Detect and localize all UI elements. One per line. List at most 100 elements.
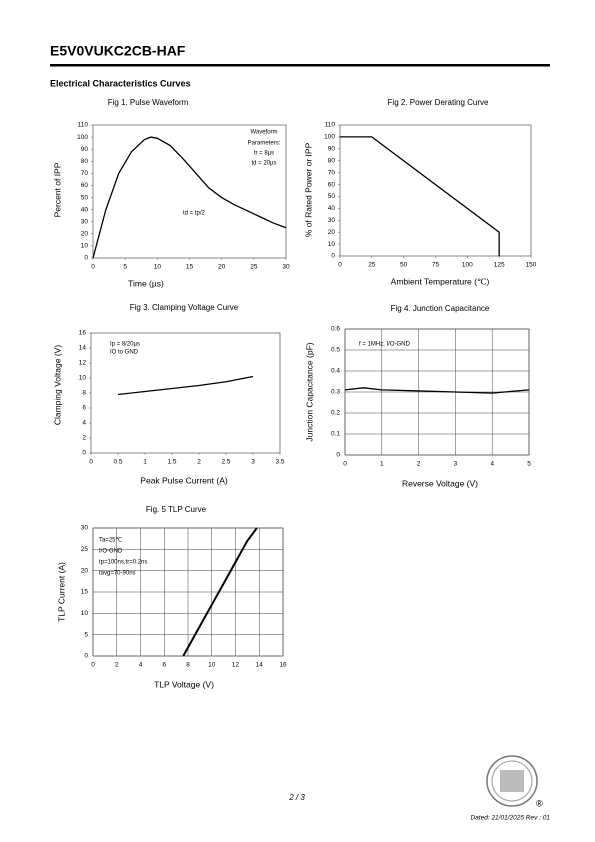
y-tick-label: 50 [328,193,336,200]
y-tick-label: 70 [81,170,89,177]
y-axis-label: % of Rated Power or IPP [303,142,313,237]
annotation: I/O-GND [99,549,123,555]
y-axis-label: Clamping Voltage (V) [52,345,62,425]
y-tick-label: 6 [82,405,86,412]
x-tick-label: 10 [208,662,216,669]
y-tick-label: 0 [84,653,88,660]
data-line [117,375,254,396]
annotation: tr = 8µs [254,151,274,157]
chart-title: Fig 3. Clamping Voltage Curve [130,303,239,312]
y-tick-label: 30 [81,525,89,532]
x-tick-label: 4 [139,662,143,669]
y-tick-label: 10 [328,241,336,248]
annotation: Ta=25℃ [99,538,123,544]
x-tick-label: 5 [123,264,127,271]
y-tick-label: 4 [82,420,86,427]
annotation: Waveform [250,130,277,136]
y-tick-label: 60 [81,182,89,189]
x-tick-label: 0 [91,264,95,271]
x-tick-label: 3 [454,461,458,468]
logo [486,755,538,807]
x-tick-label: 3 [251,459,255,466]
annotation: tp=100ns,tr=0.2ns [99,560,147,566]
x-axis-label: Ambient Temperature (℃) [391,276,490,286]
y-tick-label: 110 [78,122,89,129]
y-tick-label: 15 [81,589,89,596]
x-tick-label: 2 [417,461,421,468]
y-tick-label: 0.5 [331,347,340,354]
y-tick-label: 8 [82,390,86,397]
x-tick-label: 5 [527,461,531,468]
data-line [92,136,287,259]
annotation: td = 20µs [252,161,277,167]
x-tick-label: 16 [279,662,287,669]
x-tick-label: 25 [368,262,376,269]
y-tick-label: 60 [328,181,336,188]
x-axis-label: TLP Voltage (V) [154,679,214,689]
x-tick-label: 0.5 [113,459,122,466]
y-tick-label: 0 [336,452,340,459]
annotation: tavg=70-90ns [99,571,136,577]
x-tick-label: 0 [338,262,342,269]
y-tick-label: 5 [84,631,88,638]
y-tick-label: 12 [79,360,87,367]
y-tick-label: 90 [81,146,89,153]
x-tick-label: 10 [154,264,162,271]
x-tick-label: 20 [218,264,226,271]
data-line [182,527,258,657]
x-tick-label: 30 [282,264,290,271]
x-tick-label: 2 [197,459,201,466]
y-tick-label: 20 [328,229,336,236]
y-tick-label: 10 [79,375,87,382]
x-tick-label: 25 [250,264,258,271]
y-tick-label: 20 [81,567,89,574]
y-tick-label: 14 [79,345,87,352]
y-tick-label: 70 [328,169,336,176]
annotation: f = 1MHz, I/O-GND [359,342,411,348]
x-tick-label: 1 [380,461,384,468]
y-tick-label: 100 [77,134,88,141]
x-tick-label: 2.5 [221,459,230,466]
x-tick-label: 8 [186,662,190,669]
y-tick-label: 0.1 [331,431,340,438]
x-tick-label: 0 [89,459,93,466]
y-tick-label: 40 [328,205,336,212]
x-tick-label: 1.5 [167,459,176,466]
annotation: Ip = 8/20µs [110,342,140,348]
annotation: td = tp/2 [183,211,206,217]
y-tick-label: 110 [325,122,336,129]
section-title: Electrical Characteristics Curves [50,78,191,88]
x-tick-label: 14 [256,662,264,669]
page-number: 2 / 3 [288,793,305,802]
doc-title: E5V0VUKC2CB-HAF [50,43,186,59]
y-tick-label: 10 [81,610,89,617]
data-line [340,136,500,256]
x-tick-label: 4 [490,461,494,468]
y-axis-label: TLP Current (A) [56,562,66,622]
chart-title: Fig 4. Junction Capacitance [391,304,490,313]
x-tick-label: 15 [186,264,194,271]
rule [50,64,550,67]
y-tick-label: 0.4 [331,368,340,375]
chart-title: Fig. 5 TLP Curve [146,505,207,514]
x-tick-label: 0 [343,461,347,468]
x-tick-label: 75 [432,262,440,269]
x-tick-label: 100 [462,262,473,269]
y-tick-label: 0.6 [331,326,340,333]
y-tick-label: 0.2 [331,410,340,417]
y-tick-label: 0 [84,255,88,262]
y-tick-label: 40 [81,206,89,213]
dated: Dated: 21/01/2025 Rev : 01 [470,815,550,822]
y-axis-label: Percent of IPP [52,162,62,217]
y-tick-label: 50 [81,194,89,201]
annotation: Parameters: [248,141,281,147]
y-tick-label: 30 [328,217,336,224]
x-tick-label: 125 [494,262,505,269]
chart-title: Fig 1. Pulse Waveform [108,98,189,107]
chart-title: Fig 2. Power Derating Curve [388,98,489,107]
y-tick-label: 90 [328,146,336,153]
plot-frame [339,124,532,257]
y-tick-label: 2 [82,435,86,442]
y-tick-label: 16 [79,330,87,337]
y-tick-label: 100 [324,134,335,141]
